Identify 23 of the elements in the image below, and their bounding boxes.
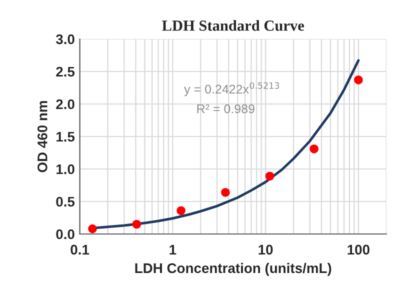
chart-title: LDH Standard Curve [162,20,304,31]
x-axis-title: LDH Concentration (units/mL) [135,262,332,276]
point [354,76,363,84]
x-tick-label: 0.1 [70,244,90,255]
point [310,144,318,154]
y-tick-label: 2.5 [56,66,75,77]
annotation: R² = 0.989 [197,104,254,114]
point [88,224,97,234]
x-tick-label: 100 [348,244,370,255]
point [132,220,142,229]
y-tick-label: 1.0 [56,164,74,174]
point [176,206,186,215]
y-tick-label: 2.0 [56,99,74,110]
x-tick-label: 10 [258,244,273,255]
y-tick-label: 0.5 [56,196,75,207]
y-axis-title: OD 460 nm [37,101,48,172]
annotation: y = 0.2422x$^{0.5213}$ [184,82,280,96]
y-tick-label: 1.5 [56,132,75,142]
x-tick-label: 1 [170,244,176,254]
y-tick-label: 0.0 [56,229,74,240]
point [265,172,274,181]
y-tick-label: 3.0 [56,34,74,44]
point [221,188,230,197]
